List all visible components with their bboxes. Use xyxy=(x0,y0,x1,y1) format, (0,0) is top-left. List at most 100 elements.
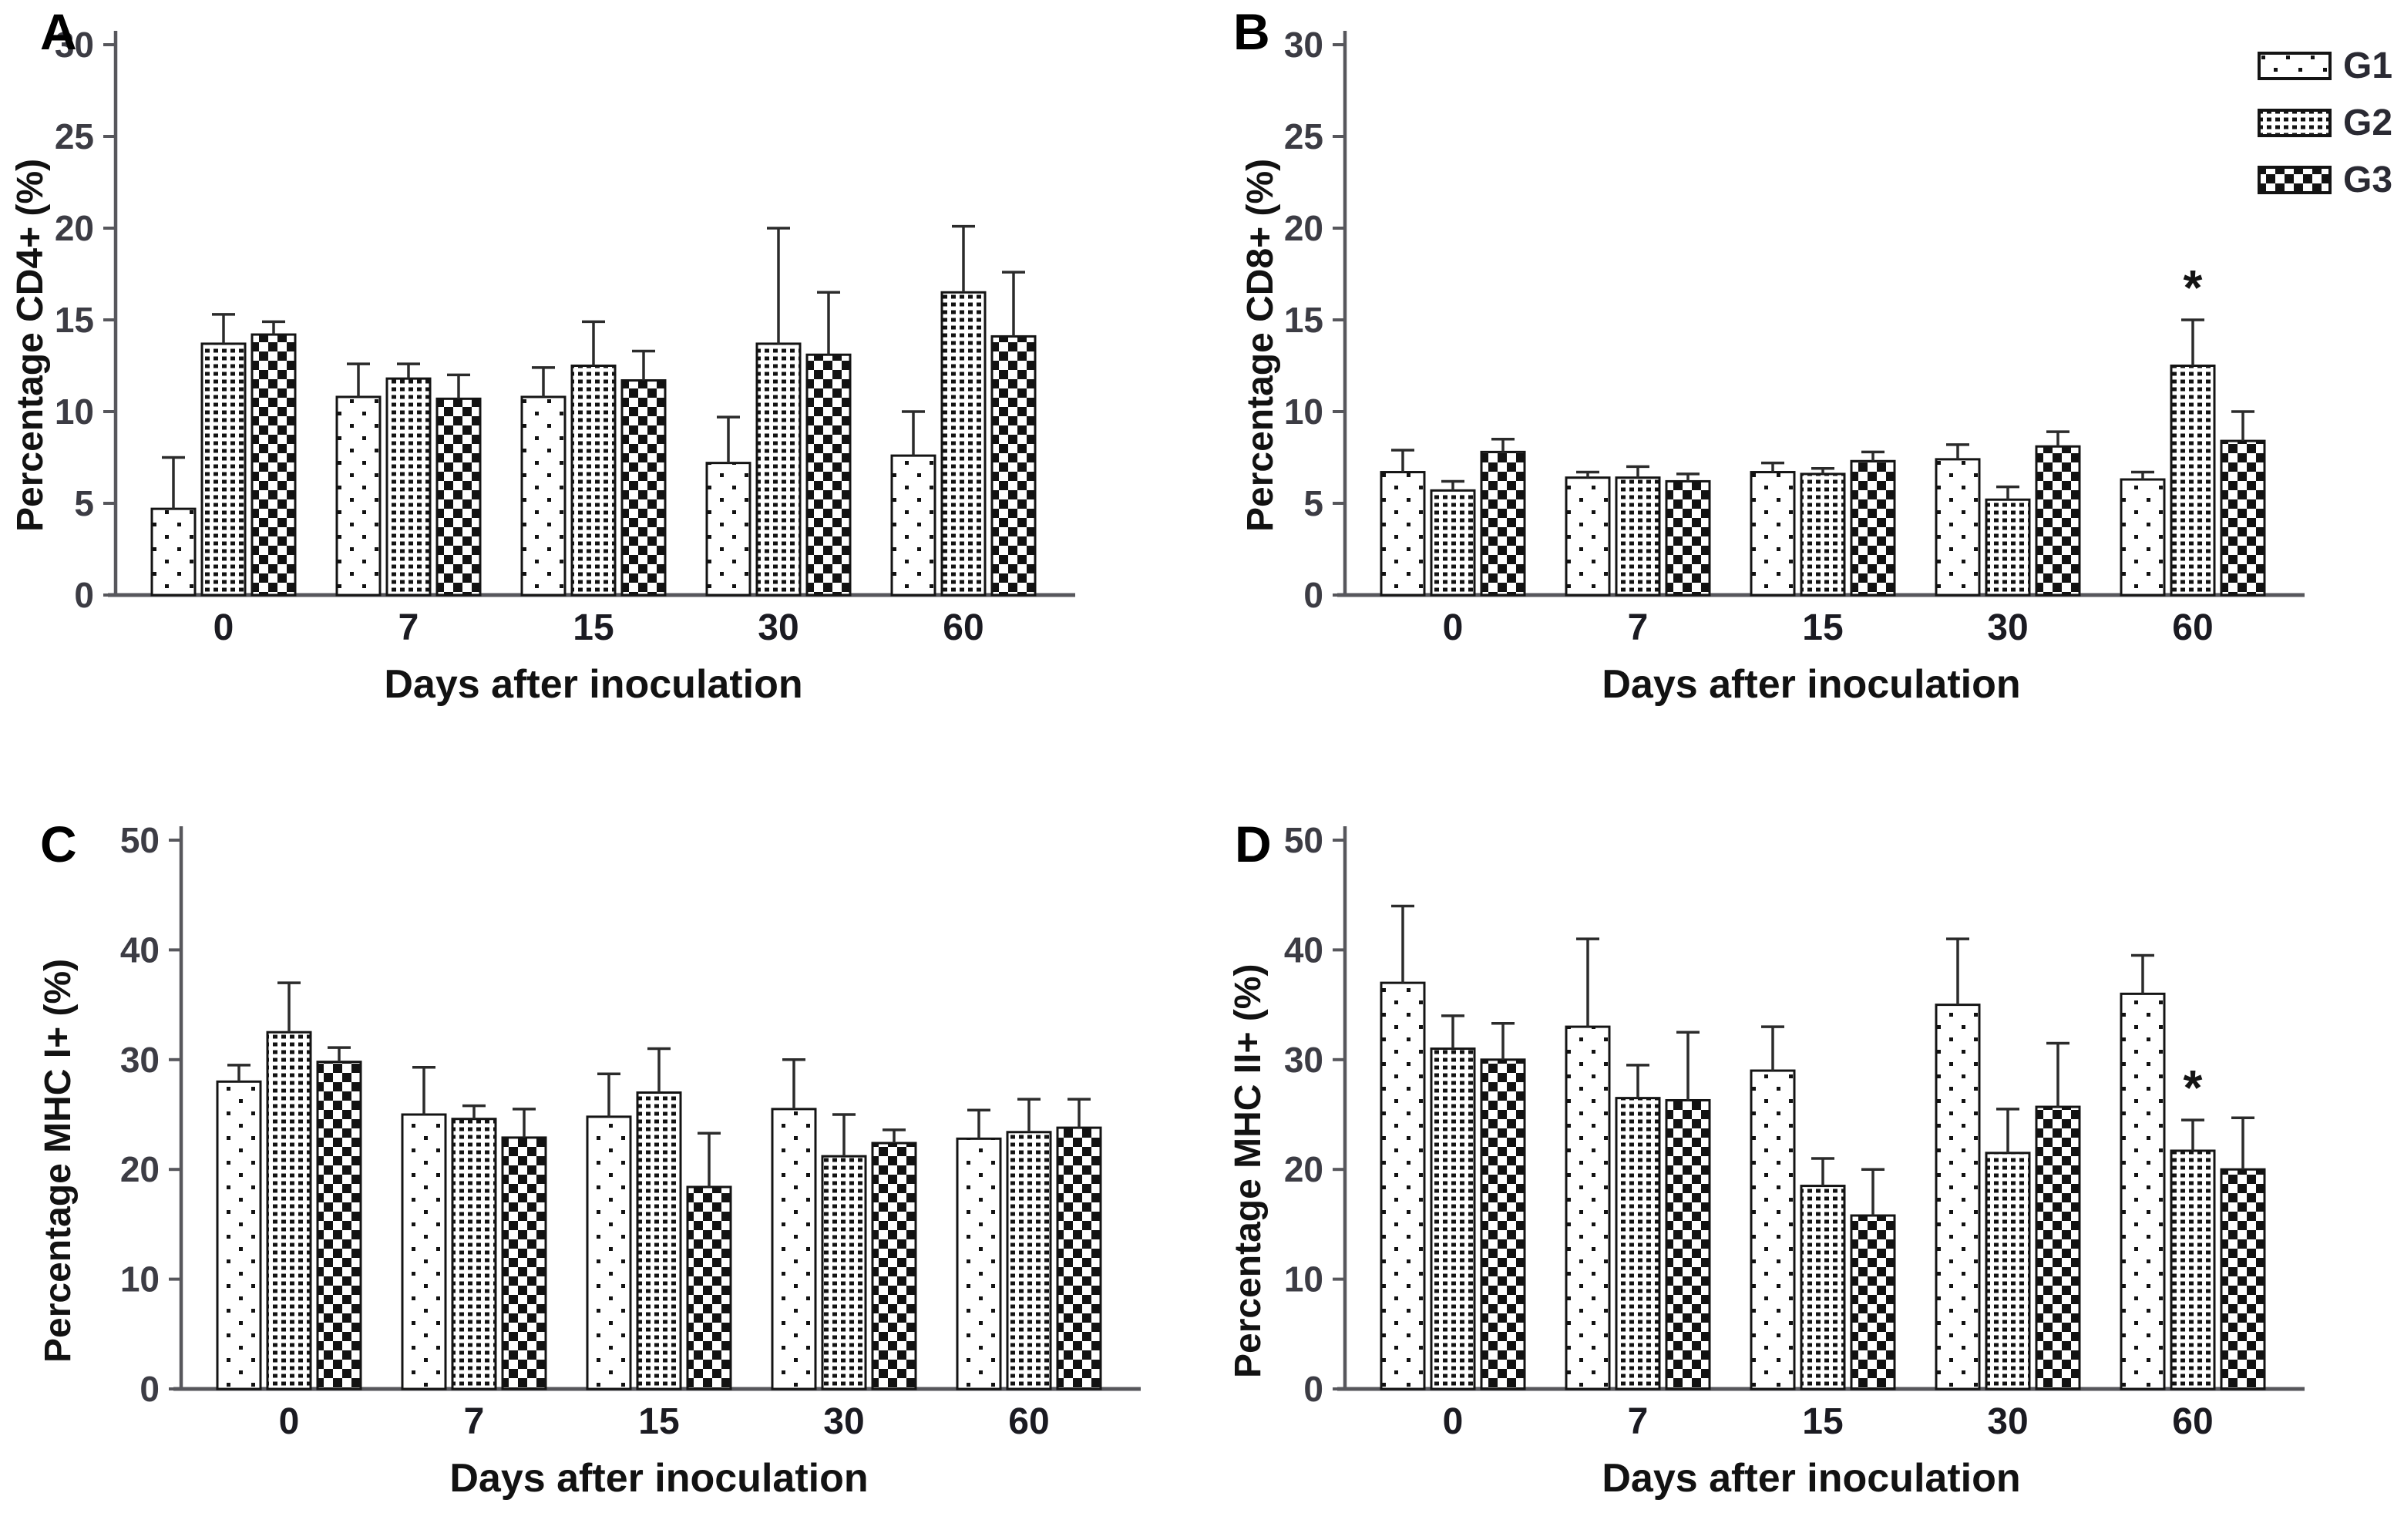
x-tick-label-day0: 0 xyxy=(214,607,234,648)
x-tick-label-day0: 0 xyxy=(1443,1401,1464,1442)
bar-G2-day30 xyxy=(1985,498,2031,597)
significance-asterisk: * xyxy=(2184,1060,2203,1115)
y-axis-title-d: Percentage MHC II+ (%) xyxy=(1228,963,1269,1378)
significance-asterisk: * xyxy=(2184,260,2203,315)
panel-label-d: D xyxy=(1235,815,1272,873)
legend-swatch-rect xyxy=(2258,166,2332,194)
bar-G2-day60 xyxy=(2170,1149,2216,1390)
bar-G3-day7 xyxy=(435,397,482,597)
y-tick-label: 20 xyxy=(1284,1149,1323,1189)
bar-G1-day30 xyxy=(705,462,751,597)
y-tick-label: 25 xyxy=(1284,116,1323,156)
legend-swatch-rect xyxy=(2258,109,2332,137)
bar-G2-day60 xyxy=(2170,365,2216,597)
y-axis-title-a: Percentage CD4+ (%) xyxy=(10,158,51,532)
x-tick-label-day15: 15 xyxy=(573,607,614,648)
legend-item-g3: G3 xyxy=(2257,162,2392,199)
legend-label-g1: G1 xyxy=(2343,45,2393,86)
y-tick-label: 15 xyxy=(1284,300,1323,340)
y-tick-label: 30 xyxy=(1284,25,1323,65)
y-tick-label: 30 xyxy=(55,25,94,65)
bar-G3-day30 xyxy=(2035,1105,2081,1390)
bar-G1-day30 xyxy=(1935,458,1981,597)
x-tick-label-day30: 30 xyxy=(823,1401,864,1442)
x-tick-label-day15: 15 xyxy=(638,1401,679,1442)
panel-label-b: B xyxy=(1233,3,1270,60)
bar-G1-day30 xyxy=(771,1108,817,1390)
x-tick-label-day60: 60 xyxy=(2172,1401,2213,1442)
bar-G2-day15 xyxy=(1800,472,1846,597)
bar-G1-day60 xyxy=(2120,992,2166,1390)
bar-G1-day0 xyxy=(150,507,197,597)
bar-G2-day7 xyxy=(385,377,432,597)
y-tick-label: 0 xyxy=(1303,1369,1323,1409)
bar-G1-day60 xyxy=(890,454,936,597)
bar-G2-day0 xyxy=(200,342,247,597)
bar-G3-day0 xyxy=(316,1061,362,1390)
y-tick-label: 0 xyxy=(74,575,94,615)
bar-G1-day7 xyxy=(401,1113,447,1390)
bar-G1-day60 xyxy=(2120,478,2166,597)
x-tick-label-day60: 60 xyxy=(2172,607,2213,648)
bar-G3-day60 xyxy=(2220,439,2266,597)
bar-G1-day15 xyxy=(520,395,567,597)
y-tick-label: 30 xyxy=(120,1040,160,1080)
x-axis-title-a: Days after inoculation xyxy=(384,662,803,707)
bar-G3-day15 xyxy=(1850,459,1896,597)
legend-swatch-g2 xyxy=(2258,109,2332,137)
x-tick-label-day7: 7 xyxy=(1628,607,1649,648)
bar-G3-day0 xyxy=(1480,450,1526,597)
bar-G3-day15 xyxy=(686,1185,732,1390)
bar-G2-day30 xyxy=(755,342,802,597)
x-tick-label-day7: 7 xyxy=(398,607,419,648)
bar-G3-day30 xyxy=(2035,445,2081,597)
y-tick-label: 0 xyxy=(140,1369,160,1409)
bar-G2-day7 xyxy=(451,1118,497,1390)
bar-G2-day60 xyxy=(940,291,987,597)
chart-panel-c: 0 10 20 30 40 50 0 7 15 30 60 xyxy=(120,820,1141,1442)
bar-G1-day15 xyxy=(1750,471,1796,597)
bar-G2-day15 xyxy=(636,1091,682,1390)
bar-G3-day30 xyxy=(805,353,852,597)
y-tick-label: 10 xyxy=(1284,1259,1323,1300)
y-tick-label: 10 xyxy=(55,392,94,432)
bar-G3-day7 xyxy=(1665,479,1711,597)
legend-label-g3: G3 xyxy=(2343,160,2393,200)
y-tick-label: 20 xyxy=(1284,208,1323,248)
bar-G1-day7 xyxy=(1565,476,1611,597)
bar-G2-day30 xyxy=(821,1155,867,1390)
bar-G3-day30 xyxy=(871,1142,917,1390)
bar-G1-day30 xyxy=(1935,1004,1981,1390)
x-tick-label-day30: 30 xyxy=(758,607,799,648)
bar-G2-day30 xyxy=(1985,1152,2031,1390)
bar-G3-day7 xyxy=(1665,1098,1711,1390)
x-tick-label-day7: 7 xyxy=(464,1401,485,1442)
bar-G3-day0 xyxy=(250,333,297,597)
x-tick-label-day30: 30 xyxy=(1987,607,2028,648)
bar-G3-day60 xyxy=(1056,1126,1102,1390)
y-tick-label: 15 xyxy=(55,300,94,340)
x-tick-label-day60: 60 xyxy=(1008,1401,1049,1442)
x-axis-title-c: Days after inoculation xyxy=(449,1456,869,1501)
legend-label-g2: G2 xyxy=(2343,103,2393,143)
legend-item-g2: G2 xyxy=(2257,105,2392,142)
bar-G2-day0 xyxy=(1430,489,1476,597)
x-tick-label-day0: 0 xyxy=(279,1401,300,1442)
y-axis-title-b: Percentage CD8+ (%) xyxy=(1240,158,1281,532)
chart-panel-d: 0 10 20 30 40 50 0 7 15 30 60 * xyxy=(1284,820,2305,1442)
y-tick-label: 25 xyxy=(55,116,94,156)
chart-panel-b: 0 5 10 15 20 25 30 0 7 15 30 60 * xyxy=(1284,25,2305,648)
y-tick-label: 5 xyxy=(74,483,94,523)
legend-item-g1: G1 xyxy=(2257,48,2392,85)
y-tick-label: 40 xyxy=(120,930,160,970)
x-tick-label-day60: 60 xyxy=(943,607,983,648)
y-tick-label: 20 xyxy=(55,208,94,248)
y-tick-label: 20 xyxy=(120,1149,160,1189)
y-tick-label: 40 xyxy=(1284,930,1323,970)
panel-label-a: A xyxy=(40,3,77,60)
y-tick-label: 10 xyxy=(120,1259,160,1300)
bar-G3-day15 xyxy=(620,379,667,597)
bar-G3-day60 xyxy=(2220,1168,2266,1390)
y-tick-label: 50 xyxy=(1284,820,1323,860)
